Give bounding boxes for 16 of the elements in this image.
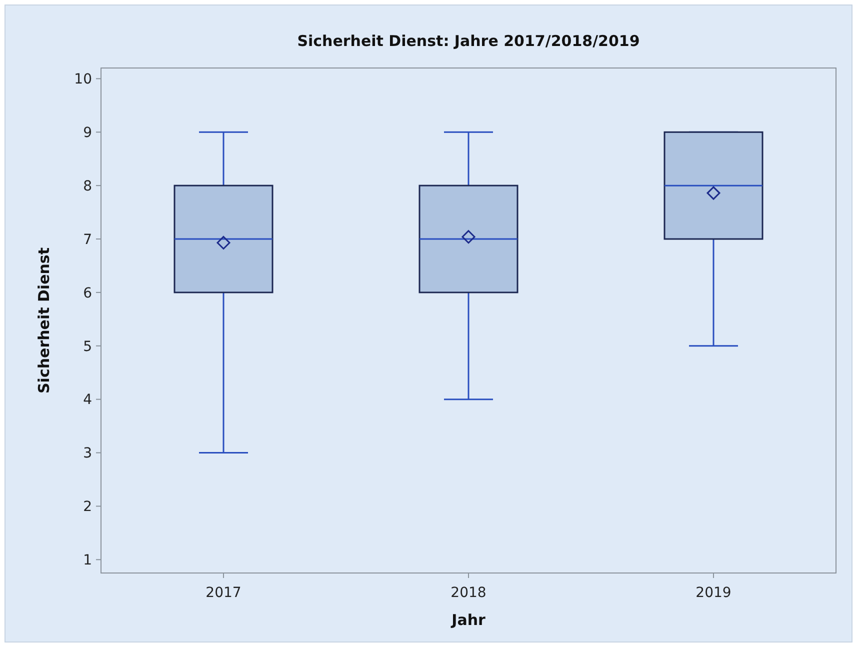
x-tick-label: 2017 <box>206 585 242 601</box>
y-tick-label: 4 <box>83 392 92 408</box>
x-tick-label: 2019 <box>696 585 732 601</box>
y-tick-label: 3 <box>83 446 92 462</box>
y-tick-label: 5 <box>83 338 92 355</box>
y-tick-label: 10 <box>74 72 92 88</box>
x-axis-title: Jahr <box>450 611 486 629</box>
y-tick-label: 8 <box>83 178 92 194</box>
y-tick-label: 1 <box>83 552 92 569</box>
chart-title: Sicherheit Dienst: Jahre 2017/2018/2019 <box>297 32 640 50</box>
y-tick-label: 2 <box>83 499 92 516</box>
y-axis-title: Sicherheit Dienst <box>35 247 53 394</box>
y-tick-label: 7 <box>83 232 92 248</box>
y-tick-label: 9 <box>83 125 92 142</box>
y-tick-label: 6 <box>83 285 92 302</box>
x-tick-label: 2018 <box>450 585 486 601</box>
